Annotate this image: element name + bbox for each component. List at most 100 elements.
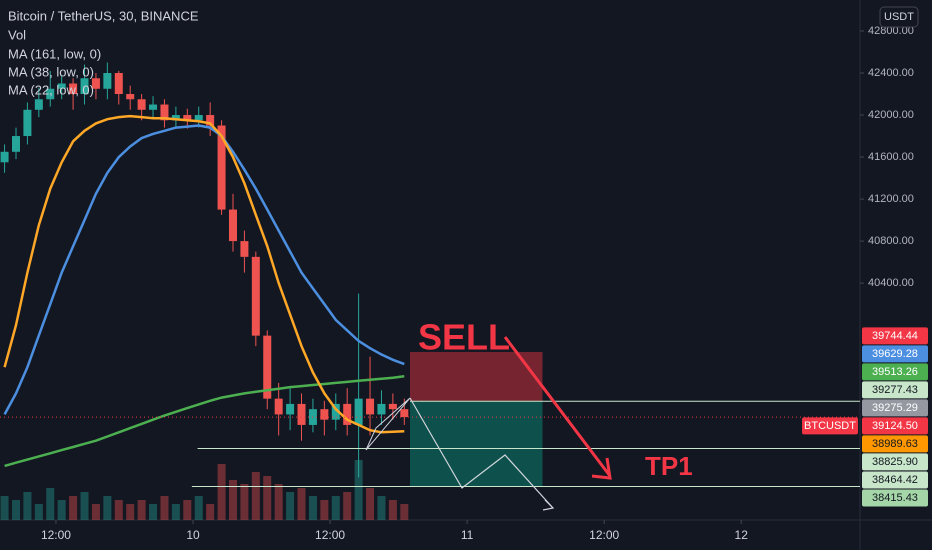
stop-zone [410, 351, 543, 402]
volume-bar [57, 500, 66, 520]
volume-bar [149, 504, 158, 520]
legend-entry: Vol [8, 27, 26, 42]
symbol-label: BTCUSDT [804, 420, 856, 432]
candle-body [91, 78, 100, 89]
price-label-box [862, 417, 928, 435]
price-label-box [862, 471, 928, 489]
candle-body [160, 104, 169, 121]
price-label-box [862, 435, 928, 453]
volume-bar [400, 504, 409, 520]
volume-bar [160, 496, 169, 520]
candle-body [228, 209, 237, 242]
legend: Bitcoin / TetherUS, 30, BINANCE Vol MA (… [8, 8, 199, 97]
candle-body [46, 88, 55, 100]
price-label: 39277.43 [872, 384, 918, 396]
candle-body [366, 398, 375, 415]
volume-bar [251, 472, 260, 520]
currency-button[interactable] [879, 6, 919, 28]
volume-bar [183, 500, 192, 520]
path-arrow [409, 397, 554, 509]
price-label-box [862, 489, 928, 507]
volume-bar [91, 504, 100, 520]
candle-body [137, 99, 146, 110]
volume-bar [354, 460, 363, 520]
candle-body [251, 256, 260, 336]
candle-body [57, 83, 66, 89]
volume-bar [194, 496, 203, 520]
price-label: 38825.90 [872, 456, 918, 468]
price-label: 39124.50 [872, 420, 918, 432]
volume-bar [308, 496, 317, 520]
price-label: 39629.28 [872, 348, 918, 360]
volume-bar [217, 464, 226, 520]
volume-bar [126, 504, 135, 520]
candle-body [400, 409, 409, 418]
y-tick-label: 41600.00 [868, 151, 914, 163]
legend-entry: MA (38, low, 0) [8, 64, 94, 79]
arrow-head [542, 499, 555, 511]
candle-body [0, 151, 9, 163]
price-label-box [862, 453, 928, 471]
ma-line [4, 375, 405, 468]
volume-bar [0, 496, 9, 520]
volume-bar [297, 488, 306, 520]
x-tick-label: 12 [735, 528, 749, 542]
candle-body [240, 241, 249, 257]
candle-body [11, 136, 20, 152]
x-tick-label: 12:00 [589, 528, 619, 542]
candle-body [331, 403, 340, 420]
volume-bar [46, 488, 55, 520]
volume-bar [11, 500, 20, 520]
x-tick-label: 12:00 [41, 528, 71, 542]
volume-bar [263, 476, 272, 520]
candle-body [297, 403, 306, 425]
legend-entry: MA (161, low, 0) [8, 46, 101, 61]
price-label-box [862, 381, 928, 399]
volume-bar [23, 492, 32, 520]
volume-bar [114, 500, 123, 520]
price-label-box [862, 399, 928, 417]
price-label: 38464.42 [872, 474, 918, 486]
pattern [365, 397, 411, 451]
volume-bar [171, 504, 180, 520]
candle-body [69, 83, 78, 95]
legend-title: Bitcoin / TetherUS, 30, BINANCE [8, 8, 199, 23]
volume-bar [331, 496, 340, 520]
volume-bar [343, 492, 352, 520]
currency-label[interactable]: USDT [884, 11, 914, 23]
y-tick-label: 40800.00 [868, 235, 914, 247]
sell-arrow [503, 336, 612, 477]
price-label-box [862, 327, 928, 345]
volume-bar [274, 484, 283, 520]
volume-bar [69, 496, 78, 520]
price-label: 39744.44 [872, 330, 918, 342]
volume-bar [80, 492, 89, 520]
candle-body [80, 78, 89, 95]
price-label: 38415.43 [872, 492, 918, 504]
y-tick-label: 42400.00 [868, 67, 914, 79]
ma-line [3, 114, 405, 434]
price-label: 39275.29 [872, 402, 918, 414]
axes: 40400.00 40800.00 41200.00 41600.00 42000.00… [41, 25, 928, 542]
sell-label: SELL [418, 317, 510, 358]
candle-body [23, 109, 32, 137]
price-label-box [862, 345, 928, 363]
arrow-head [591, 457, 612, 480]
volume-bar [388, 500, 397, 520]
price-label: 39513.26 [872, 366, 918, 378]
candle-body [171, 115, 180, 121]
candle-body [194, 115, 203, 121]
price-label-box [862, 363, 928, 381]
volume-bar [103, 496, 112, 520]
symbol-label-box [802, 417, 858, 435]
candle-body [274, 398, 283, 415]
ma-line [3, 124, 405, 415]
candle-body [206, 115, 215, 126]
marks [0, 62, 860, 520]
candle-body [377, 403, 386, 415]
y-tick-label: 42000.00 [868, 109, 914, 121]
candle-body [126, 94, 135, 100]
